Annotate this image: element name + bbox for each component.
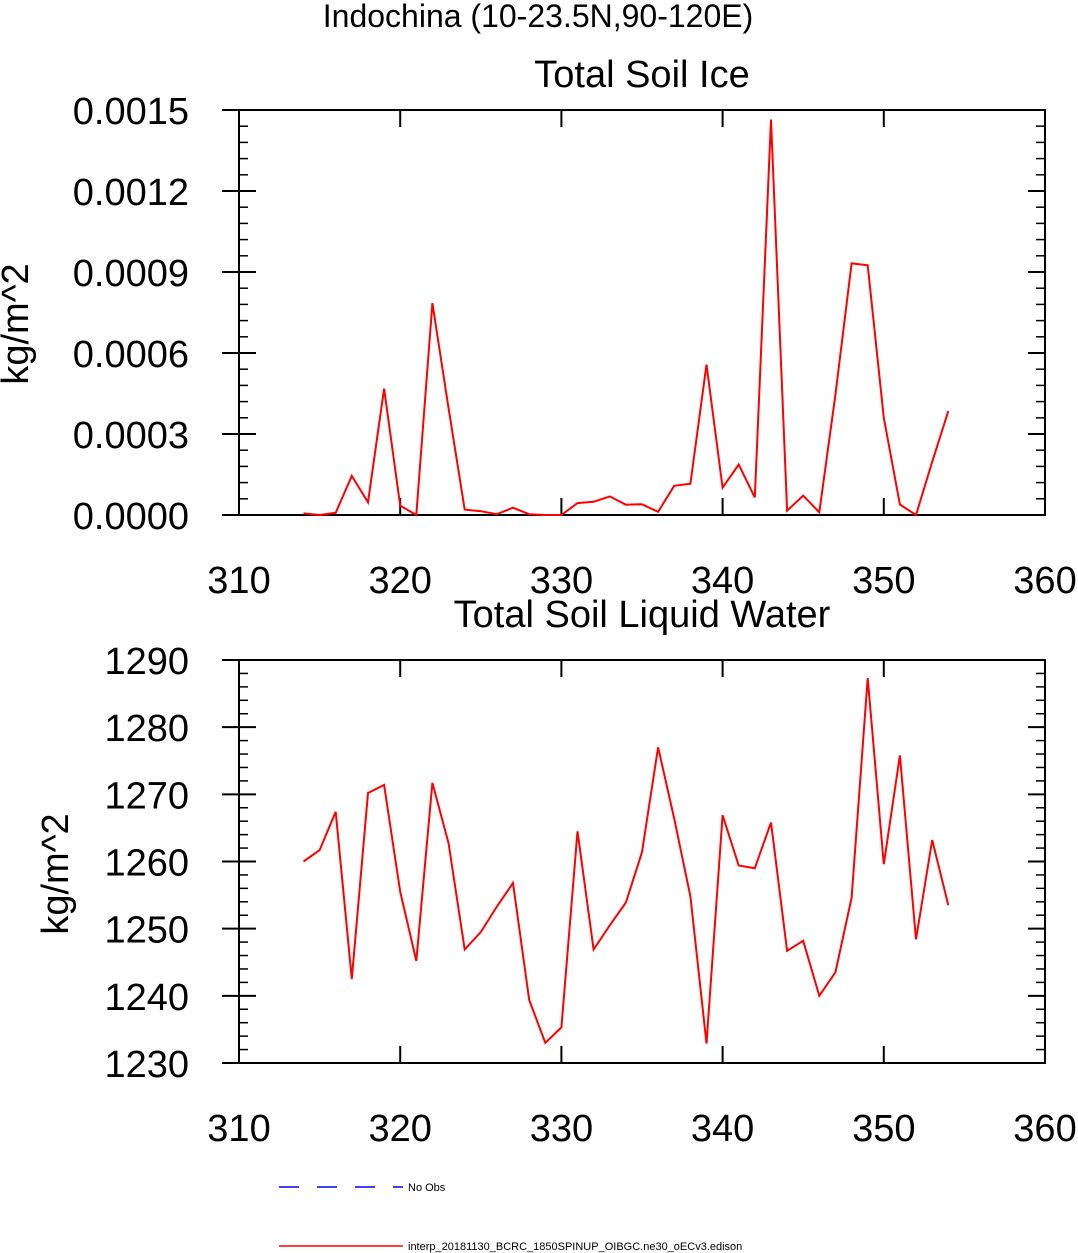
x-tick-label: 320 <box>368 1108 431 1150</box>
panel-total-soil-ice: Total Soil Ice kg/m^2 310 320 330 340 350 360 0.… <box>0 54 1077 602</box>
legend: No Obs interp_20181130_BCRC_1850SPINUP_OI… <box>279 1182 742 1253</box>
x-tick-label: 330 <box>530 560 593 602</box>
y-tick-label: 0.0006 <box>73 334 189 376</box>
figure-title: Indochina (10-23.5N,90-120E) <box>323 0 754 34</box>
plot-frame <box>238 109 1046 516</box>
x-tick-label: 330 <box>530 1108 593 1150</box>
chart-title: Total Soil Ice <box>534 54 749 96</box>
y-tick-label: 1260 <box>104 843 189 885</box>
y-tick-label: 1290 <box>104 641 189 683</box>
y-tick-label: 1230 <box>104 1044 189 1086</box>
legend-entry: No Obs <box>279 1182 446 1194</box>
legend-label: No Obs <box>408 1182 446 1194</box>
series-line <box>302 678 950 1045</box>
x-tick-label: 350 <box>852 560 915 602</box>
x-tick-label: 310 <box>207 560 270 602</box>
y-tick-label: 0.0000 <box>73 496 189 538</box>
y-tick-label: 1270 <box>104 775 189 817</box>
legend-label: interp_20181130_BCRC_1850SPINUP_OIBGC.ne… <box>408 1241 742 1253</box>
y-tick-label: 0.0015 <box>73 91 189 133</box>
y-tick-label: 1250 <box>104 910 189 952</box>
y-tick-label: 0.0003 <box>73 415 189 457</box>
y-tick-label: 0.0009 <box>73 253 189 295</box>
plot-frame <box>238 659 1046 1064</box>
y-axis-label: kg/m^2 <box>0 263 37 384</box>
y-tick-label: 1280 <box>104 708 189 750</box>
series-line <box>303 119 950 517</box>
y-tick-label: 0.0012 <box>73 172 189 214</box>
x-tick-label: 340 <box>691 1108 754 1150</box>
x-tick-label: 340 <box>691 560 754 602</box>
x-tick-label: 310 <box>207 1108 270 1150</box>
y-axis-label: kg/m^2 <box>35 813 77 934</box>
x-tick-label: 350 <box>852 1108 915 1150</box>
x-tick-label: 320 <box>368 560 431 602</box>
x-tick-label: 360 <box>1013 560 1076 602</box>
panel-total-soil-liquid-water: Total Soil Liquid Water kg/m^2 310 320 330 34… <box>35 594 1077 1150</box>
x-tick-label: 360 <box>1013 1108 1076 1150</box>
y-tick-label: 1240 <box>104 977 189 1019</box>
chart-title: Total Soil Liquid Water <box>454 594 831 636</box>
legend-entry: interp_20181130_BCRC_1850SPINUP_OIBGC.ne… <box>279 1241 742 1253</box>
